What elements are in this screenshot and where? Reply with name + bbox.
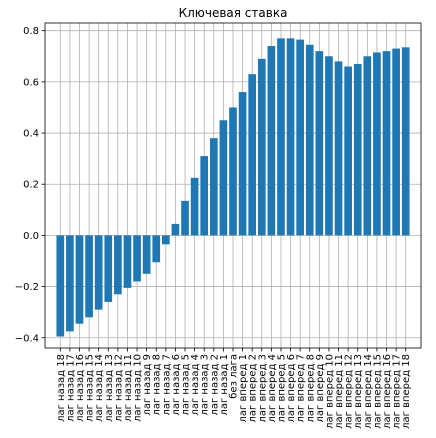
bar (190, 177, 199, 236)
bar (56, 235, 65, 337)
x-tick-label: лаг назад 7 (161, 354, 172, 416)
bar (392, 48, 400, 236)
bar (344, 66, 352, 236)
x-tick-label: лаг назад 1 (219, 354, 230, 416)
bar (286, 38, 295, 236)
bar (382, 51, 391, 236)
bar (152, 235, 161, 263)
x-tick-label: лаг назад 16 (75, 354, 86, 422)
bar (200, 156, 209, 236)
x-tick-label: лаг назад 9 (142, 354, 153, 416)
bar (257, 58, 266, 236)
bars (56, 38, 410, 337)
bar (353, 63, 362, 236)
bar (114, 235, 122, 295)
x-tick-label: лаг вперед 8 (305, 354, 316, 423)
y-tick-label: −0.4 (15, 333, 39, 344)
bar (363, 56, 372, 236)
x-tick-label: лаг назад 18 (56, 354, 67, 422)
x-tick-label: лаг вперед 18 (401, 354, 412, 429)
bar (296, 39, 304, 236)
x-tick-label: лаг вперед 12 (344, 354, 355, 429)
bar (133, 235, 141, 282)
x-tick-label: без лага (229, 354, 240, 399)
bar (325, 56, 333, 236)
bar (229, 107, 237, 236)
x-tick-label: лаг назад 6 (171, 354, 182, 416)
x-tick-label: лаг вперед 4 (267, 354, 278, 423)
y-tick-label: 0.2 (23, 180, 39, 191)
x-tick-label: лаг вперед 10 (324, 354, 335, 429)
bar (209, 138, 218, 236)
x-tick-label: лаг вперед 15 (372, 354, 383, 429)
bar (219, 120, 228, 236)
x-tick-label: лаг назад 14 (94, 354, 105, 422)
x-tick-label: лаг вперед 16 (382, 354, 393, 429)
bar (181, 200, 189, 236)
bar (66, 235, 74, 332)
y-axis: −0.4 −0.2 0.0 0.2 0.4 0.6 0.8 (15, 26, 45, 344)
bar (142, 235, 151, 274)
bar (85, 235, 93, 318)
x-tick-label: лаг назад 13 (104, 354, 115, 422)
x-tick-label: лаг вперед 3 (257, 354, 268, 423)
bar (94, 235, 103, 310)
x-tick-label: лаг назад 11 (123, 354, 134, 422)
x-tick-label: лаг назад 3 (200, 354, 211, 416)
bar (401, 47, 410, 236)
x-tick-label: лаг вперед 9 (315, 354, 326, 423)
x-tick-label: лаг вперед 11 (334, 354, 345, 429)
bar (267, 46, 276, 236)
bar (334, 61, 343, 236)
bar (277, 38, 285, 236)
x-tick-label: лаг вперед 14 (363, 354, 374, 429)
x-tick-label: лаг вперед 17 (392, 354, 403, 429)
x-tick-label: лаг назад 12 (113, 354, 124, 422)
bar (238, 92, 247, 236)
chart-title: Ключевая ставка (179, 6, 288, 20)
x-tick-label: лаг назад 5 (181, 354, 192, 416)
bar (75, 235, 84, 324)
x-tick-label: лаг вперед 5 (276, 354, 287, 423)
bar (123, 235, 132, 288)
x-tick-label: лаг назад 8 (152, 354, 163, 416)
x-tick-label: лаг вперед 2 (248, 354, 259, 423)
y-tick-label: 0.8 (23, 26, 39, 37)
y-tick-label: 0.0 (23, 231, 39, 242)
bar (373, 52, 381, 236)
x-tick-label: лаг вперед 7 (296, 354, 307, 423)
x-tick-label: лаг вперед 1 (238, 354, 249, 423)
x-tick-label: лаг вперед 6 (286, 354, 297, 423)
x-tick-label: лаг назад 4 (190, 354, 201, 416)
x-tick-label: лаг назад 17 (65, 354, 76, 422)
x-tick-label: лаг вперед 13 (353, 354, 364, 429)
y-tick-label: −0.2 (15, 282, 39, 293)
bar (104, 235, 113, 302)
bar (305, 44, 314, 236)
bar (315, 51, 324, 236)
bar (162, 235, 170, 245)
x-tick-label: лаг назад 2 (209, 354, 220, 416)
bar (171, 223, 180, 236)
bar (248, 74, 257, 236)
y-tick-label: 0.6 (23, 77, 39, 88)
y-tick-label: 0.4 (23, 129, 39, 140)
x-tick-label: лаг назад 15 (85, 354, 96, 422)
x-tick-label: лаг назад 10 (133, 354, 144, 422)
